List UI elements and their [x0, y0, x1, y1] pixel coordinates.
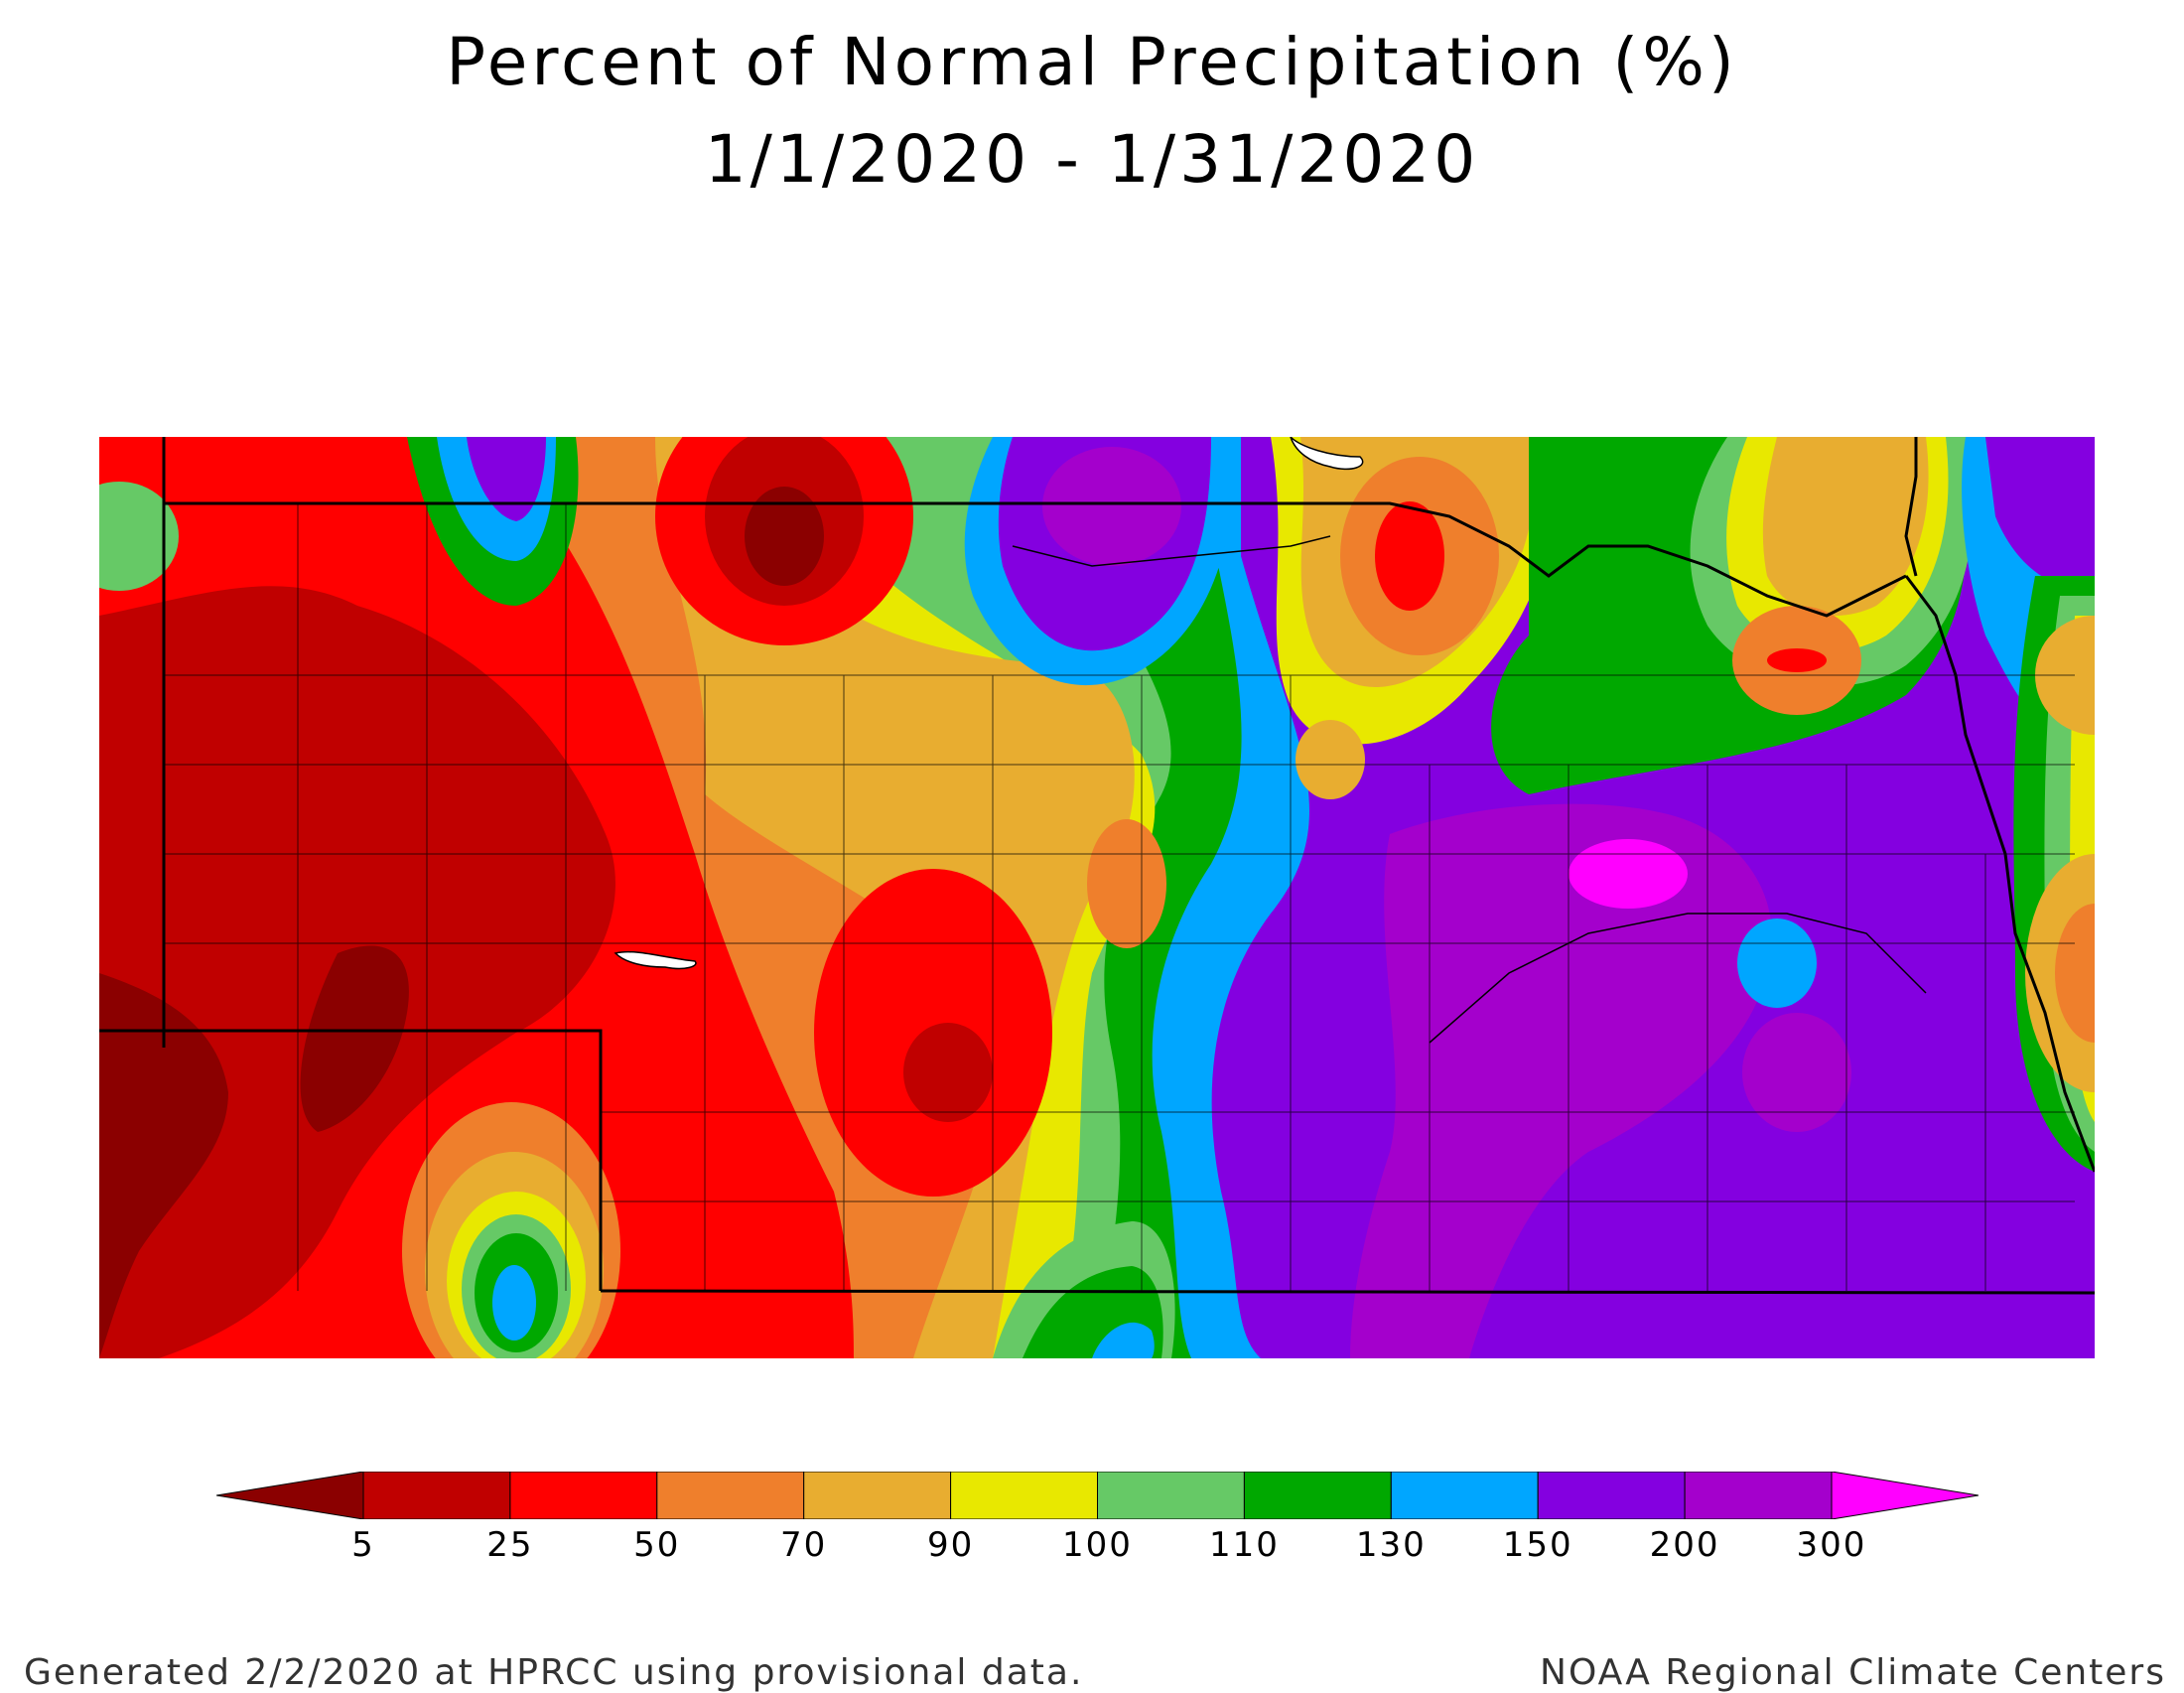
- zone-150-200-east: [1985, 437, 2095, 588]
- legend-swatch: [950, 1472, 1098, 1519]
- zone-200-300-north: [1042, 447, 1181, 566]
- zone-50-70-central: [1087, 819, 1166, 948]
- legend-arrow-high: [1831, 1472, 1979, 1519]
- state-border-ne-ia: [1904, 437, 1918, 577]
- zone-200-300-se: [1742, 1013, 1851, 1132]
- zone-25-50-ne: [1375, 501, 1444, 611]
- zone-5-25-southcenter: [903, 1023, 993, 1122]
- zone-lt5-north: [745, 487, 824, 586]
- zone-150-200-nw: [467, 437, 546, 521]
- legend-tick-label: 130: [1355, 1525, 1427, 1565]
- legend-swatch: [509, 1472, 658, 1519]
- lake-mcconaughy: [614, 950, 697, 970]
- footer-credit: NOAA Regional Climate Centers: [1540, 1652, 2166, 1693]
- legend-tick-label: 90: [926, 1525, 975, 1565]
- footer-generated-note: Generated 2/2/2020 at HPRCC using provis…: [24, 1652, 1084, 1693]
- legend-colorbar: [216, 1472, 1979, 1519]
- legend-tick-label: 5: [351, 1525, 375, 1565]
- zone-130-150-se: [1737, 918, 1817, 1008]
- platte-river: [1429, 913, 1927, 1044]
- zone-lt5-west-2: [300, 945, 409, 1132]
- lewis-and-clark-lake: [1290, 437, 1364, 471]
- legend-arrow-low: [216, 1472, 364, 1519]
- niobrara-river: [1012, 535, 1331, 567]
- zone-100-110-farwest: [99, 482, 179, 591]
- precipitation-map: [99, 437, 2095, 1358]
- legend-swatch: [1684, 1472, 1833, 1519]
- state-border-co: [99, 1029, 603, 1291]
- legend-tick-label: 50: [633, 1525, 681, 1565]
- legend-swatch: [1243, 1472, 1392, 1519]
- zone-lt5-west: [99, 973, 228, 1358]
- legend-swatch: [1097, 1472, 1245, 1519]
- legend-tick-label: 200: [1649, 1525, 1720, 1565]
- zone-70-90-nec: [1296, 720, 1365, 799]
- zone-70-90-ne2: [1762, 437, 1929, 616]
- legend-swatch: [1390, 1472, 1539, 1519]
- legend-tick-label: 150: [1502, 1525, 1573, 1565]
- legend-swatch: [803, 1472, 952, 1519]
- zone-130-150-sw: [492, 1265, 536, 1340]
- zone-130-150-south: [1092, 1322, 1155, 1358]
- legend-tick-label: 110: [1208, 1525, 1280, 1565]
- zone-50-70-east: [2055, 904, 2095, 1043]
- map-title: Percent of Normal Precipitation (%): [446, 24, 1738, 100]
- legend-tick-label: 100: [1062, 1525, 1133, 1565]
- zone-25-50-ne2: [1767, 648, 1827, 672]
- legend-swatch: [656, 1472, 805, 1519]
- zone-200-300-central: [1350, 803, 1773, 1358]
- legend-tick-label: 70: [780, 1525, 828, 1565]
- legend-swatch: [1537, 1472, 1686, 1519]
- legend-tick-label: 300: [1796, 1525, 1867, 1565]
- map-date-range: 1/1/2020 - 1/31/2020: [704, 121, 1480, 198]
- legend-tick-label: 25: [486, 1525, 534, 1565]
- zone-gt300-central: [1569, 839, 1688, 909]
- county-lines: [164, 503, 2075, 1291]
- legend-swatch: [362, 1472, 511, 1519]
- state-border-ne-north: [164, 501, 1907, 618]
- state-border-mo-river: [1904, 575, 2095, 1173]
- state-border-ks: [600, 1289, 2095, 1295]
